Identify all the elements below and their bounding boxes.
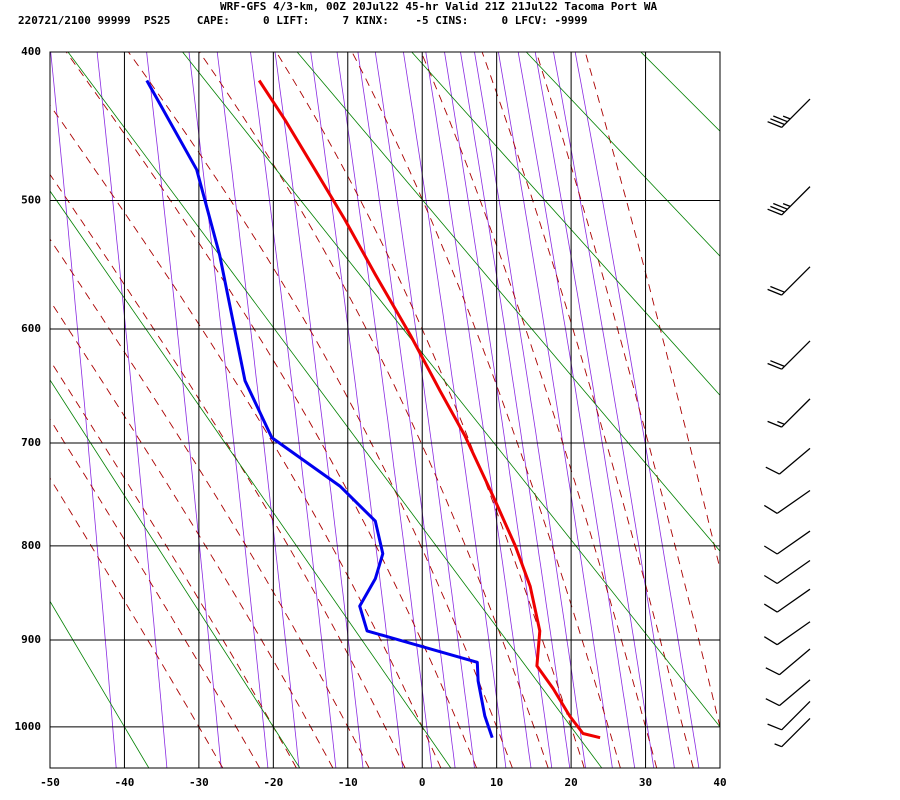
- x-tick-label: 10: [490, 776, 503, 789]
- mixing-ratio-line: [357, 52, 456, 768]
- dry-adiabat: [50, 190, 452, 768]
- dry-adiabat: [755, 52, 900, 768]
- wind-barb: [767, 398, 811, 428]
- mixing-ratio-line: [146, 52, 222, 768]
- background-lines: [50, 52, 900, 768]
- y-tick-label: 500: [21, 193, 41, 206]
- x-tick-label: 30: [639, 776, 652, 789]
- moist-adiabat: [50, 359, 297, 768]
- dry-adiabat: [411, 52, 720, 396]
- mixing-ratio-line: [274, 52, 364, 768]
- temperature-line: [257, 79, 601, 740]
- moist-adiabat: [50, 104, 442, 768]
- x-tick-label: -10: [338, 776, 358, 789]
- mixing-ratio-line: [534, 52, 655, 768]
- mixing-ratio-line: [250, 52, 337, 768]
- y-tick-label: 700: [21, 436, 41, 449]
- mixing-ratio-line: [336, 52, 433, 768]
- mixing-ratio-line: [444, 52, 553, 768]
- y-tick-label: 400: [21, 45, 41, 58]
- mixing-ratio-line: [425, 52, 532, 768]
- mixing-ratio-line: [374, 52, 475, 768]
- x-tick-label: 0: [419, 776, 426, 789]
- mixing-ratio-line: [498, 52, 613, 768]
- wind-barb: [763, 559, 811, 585]
- wind-barb: [774, 718, 811, 748]
- moist-adiabat: [351, 52, 621, 768]
- wind-barb: [763, 489, 811, 514]
- wind-barb: [763, 530, 811, 555]
- mixing-ratio-line: [460, 52, 571, 768]
- wind-barb: [767, 340, 811, 370]
- plot-frame: [49, 51, 721, 769]
- x-tick-label: 40: [713, 776, 726, 789]
- y-tick-label: 1000: [15, 720, 42, 733]
- moist-adiabat: [584, 52, 720, 571]
- wind-barb: [763, 621, 811, 646]
- moist-adiabat: [50, 477, 224, 768]
- mixing-ratio-line: [50, 52, 117, 768]
- dry-adiabat: [67, 52, 603, 768]
- mixing-ratio-line: [216, 52, 300, 768]
- wind-barb: [765, 679, 811, 707]
- y-tick-label: 600: [21, 322, 41, 335]
- moist-adiabat: [128, 52, 513, 768]
- dry-adiabat: [525, 52, 720, 257]
- moist-adiabat: [50, 238, 370, 768]
- wind-barb: [767, 266, 811, 296]
- moist-adiabat: [50, 173, 406, 768]
- dewpoint-line: [145, 79, 494, 739]
- wind-barb: [765, 447, 811, 475]
- moist-adiabat: [199, 52, 549, 768]
- dry-adiabat: [50, 600, 150, 768]
- x-tick-label: -40: [115, 776, 135, 789]
- chart-subtitle: 220721/2100 99999 PS25 CAPE: 0 LIFT: 7 K…: [18, 14, 588, 27]
- x-tick-label: -20: [263, 776, 283, 789]
- mixing-ratio-line: [474, 52, 586, 768]
- dry-adiabat: [296, 52, 720, 552]
- mixing-ratio-line: [517, 52, 636, 768]
- x-tick-label: -50: [40, 776, 60, 789]
- x-tick-label: -30: [189, 776, 209, 789]
- y-tick-label: 900: [21, 633, 41, 646]
- dry-adiabat: [182, 52, 720, 728]
- dry-adiabat: [640, 52, 720, 132]
- wind-barb: [763, 588, 811, 613]
- moist-adiabat: [50, 300, 334, 768]
- moist-adiabat: [535, 52, 720, 729]
- wind-barb: [767, 186, 811, 216]
- mixing-ratio-line: [574, 52, 700, 768]
- y-tick-label: 800: [21, 539, 41, 552]
- wind-barb: [767, 98, 811, 129]
- mixing-ratio-line: [310, 52, 404, 768]
- moist-adiabat: [481, 52, 694, 768]
- dry-adiabat: [50, 379, 301, 768]
- moist-adiabat: [65, 52, 478, 768]
- mixing-ratio-line: [188, 52, 269, 768]
- chart-title: WRF-GFS 4/3-km, 00Z 20Jul22 45-hr Valid …: [220, 0, 658, 13]
- x-tick-label: 20: [564, 776, 577, 789]
- wind-barb: [767, 701, 811, 731]
- mixing-ratio-line: [553, 52, 675, 768]
- mixing-ratio-line: [96, 52, 168, 768]
- wind-barb: [765, 648, 811, 676]
- moist-adiabat: [50, 418, 261, 768]
- dry-adiabat: [870, 52, 900, 768]
